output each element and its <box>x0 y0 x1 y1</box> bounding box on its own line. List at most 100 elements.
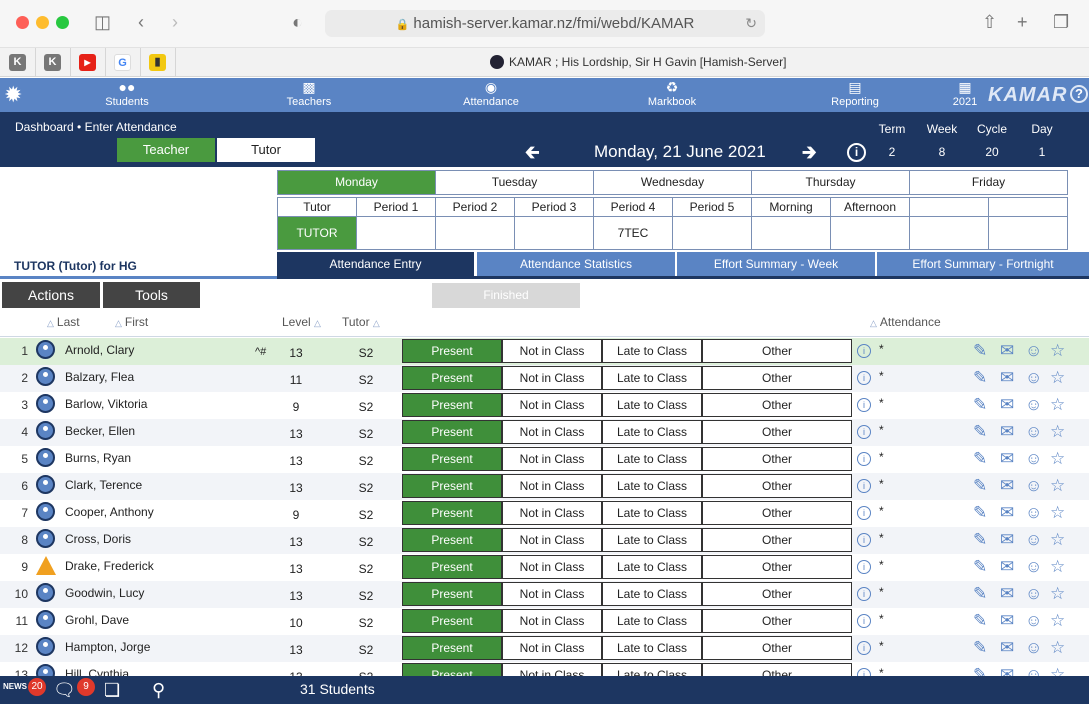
pen-icon[interactable]: ✎ <box>973 503 988 522</box>
not-in-class-button[interactable]: Not in Class <box>502 555 602 579</box>
day-tab-monday[interactable]: Monday <box>277 170 436 195</box>
info-icon[interactable]: i <box>857 479 871 493</box>
info-icon[interactable]: i <box>857 614 871 628</box>
avatar-icon[interactable] <box>36 664 55 678</box>
student-name[interactable]: Clark, Terence <box>65 478 143 492</box>
day-tab-wednesday[interactable]: Wednesday <box>593 170 752 195</box>
present-button[interactable]: Present <box>402 528 502 552</box>
user-edit-icon[interactable]: ☺ <box>1025 638 1043 657</box>
star-icon[interactable]: ☆ <box>1050 422 1066 441</box>
search-icon[interactable]: ⚲ <box>152 680 166 700</box>
star-icon[interactable]: ☆ <box>1050 395 1066 414</box>
user-edit-icon[interactable]: ☺ <box>1025 557 1043 576</box>
day-tab-tuesday[interactable]: Tuesday <box>435 170 594 195</box>
envelope-icon[interactable]: ✉ <box>1000 422 1015 441</box>
star-icon[interactable]: ☆ <box>1050 449 1066 468</box>
finished-button[interactable]: Finished <box>432 283 580 308</box>
late-to-class-button[interactable]: Late to Class <box>602 609 702 633</box>
student-name[interactable]: Balzary, Flea <box>65 370 135 384</box>
star-icon[interactable]: ☆ <box>1050 557 1066 576</box>
table-row[interactable]: 1 Arnold, Clary ^# 13 S2 Present Not in Class L… <box>0 338 1089 365</box>
previous-day-arrow-icon[interactable]: 🡰 <box>525 142 540 162</box>
close-window-button[interactable] <box>16 16 29 29</box>
info-icon[interactable]: i <box>857 668 871 678</box>
star-icon[interactable]: ☆ <box>1050 476 1066 495</box>
period-class-cell[interactable] <box>751 216 831 250</box>
period-class-cell[interactable]: TUTOR <box>277 216 357 250</box>
info-icon[interactable]: i <box>857 344 871 358</box>
period-class-cell[interactable] <box>356 216 436 250</box>
other-button[interactable]: Other <box>702 339 852 363</box>
late-to-class-button[interactable]: Late to Class <box>602 366 702 390</box>
nav-students[interactable]: ●● Students <box>97 78 157 108</box>
student-name[interactable]: Cross, Doris <box>65 532 132 546</box>
present-button[interactable]: Present <box>402 555 502 579</box>
sort-level-header[interactable]: Level △ <box>282 315 321 329</box>
pen-icon[interactable]: ✎ <box>973 368 988 387</box>
table-row[interactable]: 9 Drake, Frederick 13 S2 Present Not in Class… <box>0 554 1089 581</box>
pen-icon[interactable]: ✎ <box>973 611 988 630</box>
other-button[interactable]: Other <box>702 366 852 390</box>
messages-icon[interactable]: ❏ <box>104 680 121 700</box>
nav-year[interactable]: ▦ 2021 <box>948 78 982 108</box>
user-edit-icon[interactable]: ☺ <box>1025 503 1043 522</box>
nav-teachers[interactable]: ▩ Teachers <box>279 78 339 108</box>
back-icon[interactable]: ‹ <box>138 12 144 32</box>
not-in-class-button[interactable]: Not in Class <box>502 582 602 606</box>
other-button[interactable]: Other <box>702 420 852 444</box>
info-icon[interactable]: i <box>857 398 871 412</box>
info-icon[interactable]: i <box>857 560 871 574</box>
present-button[interactable]: Present <box>402 636 502 660</box>
not-in-class-button[interactable]: Not in Class <box>502 393 602 417</box>
late-to-class-button[interactable]: Late to Class <box>602 420 702 444</box>
tab-effort-summary-fortnight[interactable]: Effort Summary - Fortnight <box>877 252 1089 276</box>
user-edit-icon[interactable]: ☺ <box>1025 665 1043 678</box>
present-button[interactable]: Present <box>402 447 502 471</box>
warning-icon[interactable] <box>36 556 56 575</box>
envelope-icon[interactable]: ✉ <box>1000 476 1015 495</box>
sidebar-icon[interactable]: ◫ <box>94 12 112 32</box>
tab-attendance-statistics[interactable]: Attendance Statistics <box>477 252 675 276</box>
late-to-class-button[interactable]: Late to Class <box>602 339 702 363</box>
table-row[interactable]: 4 Becker, Ellen 13 S2 Present Not in Class Lat… <box>0 419 1089 446</box>
day-tab-thursday[interactable]: Thursday <box>751 170 910 195</box>
student-name[interactable]: Arnold, Clary <box>65 343 135 357</box>
student-name[interactable]: Hill, Cynthia <box>65 667 130 678</box>
user-edit-icon[interactable]: ☺ <box>1025 476 1043 495</box>
period-class-cell[interactable] <box>514 216 594 250</box>
student-name[interactable]: Drake, Frederick <box>65 559 154 573</box>
avatar-icon[interactable] <box>36 448 55 467</box>
user-edit-icon[interactable]: ☺ <box>1025 530 1043 549</box>
info-icon[interactable]: i <box>857 425 871 439</box>
favorite-powerbi[interactable]: ▮ <box>140 48 176 77</box>
nav-reporting[interactable]: ▤ Reporting <box>823 78 887 108</box>
not-in-class-button[interactable]: Not in Class <box>502 528 602 552</box>
period-class-cell[interactable] <box>988 216 1068 250</box>
avatar-icon[interactable] <box>36 583 55 602</box>
star-icon[interactable]: ☆ <box>1050 368 1066 387</box>
avatar-icon[interactable] <box>36 367 55 386</box>
star-icon[interactable]: ☆ <box>1050 638 1066 657</box>
envelope-icon[interactable]: ✉ <box>1000 530 1015 549</box>
envelope-icon[interactable]: ✉ <box>1000 584 1015 603</box>
late-to-class-button[interactable]: Late to Class <box>602 663 702 678</box>
table-row[interactable]: 10 Goodwin, Lucy 13 S2 Present Not in Class La… <box>0 581 1089 608</box>
present-button[interactable]: Present <box>402 420 502 444</box>
late-to-class-button[interactable]: Late to Class <box>602 555 702 579</box>
other-button[interactable]: Other <box>702 582 852 606</box>
student-name[interactable]: Cooper, Anthony <box>65 505 154 519</box>
not-in-class-button[interactable]: Not in Class <box>502 447 602 471</box>
pen-icon[interactable]: ✎ <box>973 476 988 495</box>
late-to-class-button[interactable]: Late to Class <box>602 501 702 525</box>
forward-icon[interactable]: › <box>172 12 178 32</box>
pen-icon[interactable]: ✎ <box>973 638 988 657</box>
info-icon[interactable]: i <box>857 371 871 385</box>
student-name[interactable]: Hampton, Jorge <box>65 640 151 654</box>
help-button[interactable]: ? <box>1070 85 1088 103</box>
user-edit-icon[interactable]: ☺ <box>1025 341 1043 360</box>
new-tab-icon[interactable]: + <box>1017 12 1028 32</box>
user-edit-icon[interactable]: ☺ <box>1025 422 1043 441</box>
info-icon[interactable]: i <box>857 506 871 520</box>
other-button[interactable]: Other <box>702 447 852 471</box>
other-button[interactable]: Other <box>702 474 852 498</box>
